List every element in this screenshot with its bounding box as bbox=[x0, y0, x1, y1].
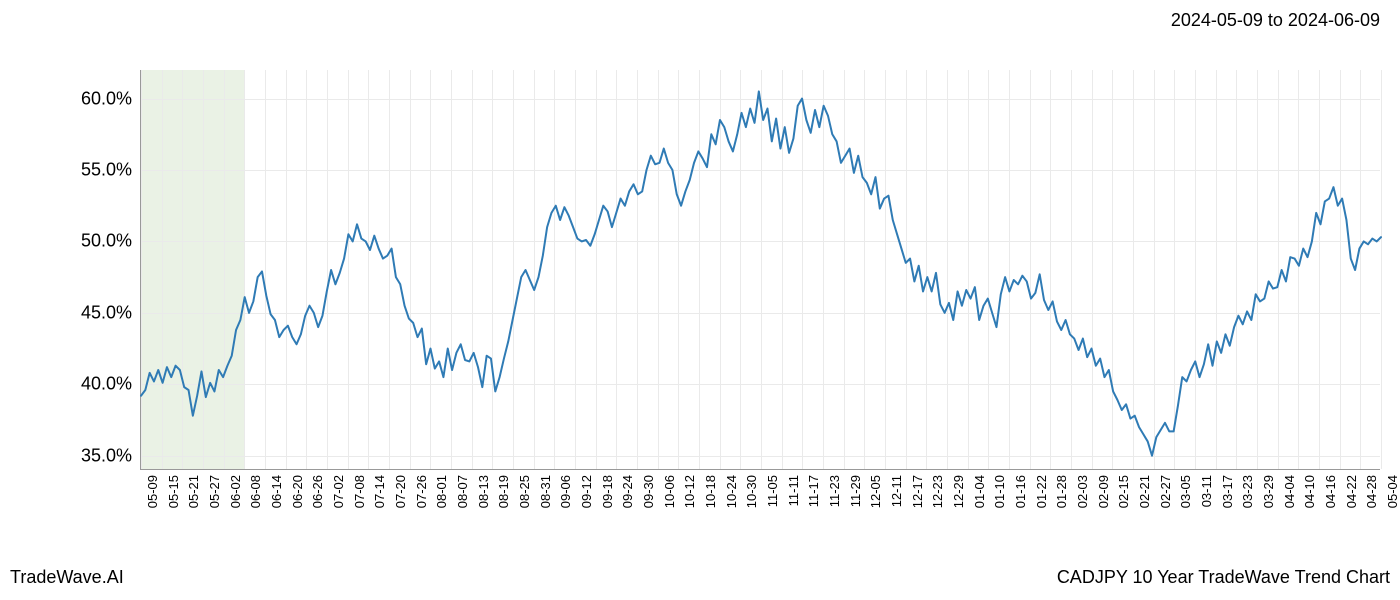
x-tick-label: 05-09 bbox=[145, 475, 160, 508]
x-tick-label: 07-20 bbox=[393, 475, 408, 508]
chart-title: CADJPY 10 Year TradeWave Trend Chart bbox=[1057, 567, 1390, 588]
brand-label: TradeWave.AI bbox=[10, 567, 124, 588]
x-tick-label: 10-24 bbox=[724, 475, 739, 508]
x-tick-label: 04-22 bbox=[1344, 475, 1359, 508]
x-tick-label: 09-18 bbox=[600, 475, 615, 508]
x-tick-label: 05-27 bbox=[207, 475, 222, 508]
x-tick-label: 11-11 bbox=[786, 475, 801, 506]
y-tick-label: 45.0% bbox=[12, 302, 132, 323]
x-tick-label: 03-05 bbox=[1178, 475, 1193, 508]
y-tick-label: 40.0% bbox=[12, 374, 132, 395]
x-tick-label: 08-01 bbox=[434, 475, 449, 508]
x-tick-label: 03-11 bbox=[1199, 475, 1214, 507]
x-tick-label: 08-19 bbox=[496, 475, 511, 508]
x-tick-label: 06-20 bbox=[290, 475, 305, 508]
x-tick-label: 09-24 bbox=[620, 475, 635, 508]
y-tick-label: 55.0% bbox=[12, 160, 132, 181]
x-tick-label: 01-22 bbox=[1034, 475, 1049, 508]
x-tick-label: 09-06 bbox=[558, 475, 573, 508]
x-tick-label: 12-17 bbox=[910, 475, 925, 508]
x-tick-label: 01-16 bbox=[1013, 475, 1028, 508]
x-tick-label: 08-25 bbox=[517, 475, 532, 508]
x-tick-label: 10-12 bbox=[682, 475, 697, 508]
chart-container: 35.0% 40.0% 45.0% 50.0% 55.0% 60.0% 05-09 05-15… bbox=[0, 50, 1400, 570]
x-tick-label: 08-07 bbox=[455, 475, 470, 508]
x-tick-label: 06-02 bbox=[228, 475, 243, 508]
grid-line-v bbox=[1381, 70, 1382, 469]
x-tick-label: 09-30 bbox=[641, 475, 656, 508]
y-tick-label: 50.0% bbox=[12, 231, 132, 252]
x-tick-label: 01-28 bbox=[1054, 475, 1069, 508]
x-tick-label: 10-06 bbox=[662, 475, 677, 508]
x-tick-label: 04-04 bbox=[1282, 475, 1297, 508]
x-tick-label: 04-10 bbox=[1302, 475, 1317, 508]
x-tick-label: 06-14 bbox=[269, 475, 284, 508]
date-range-label: 2024-05-09 to 2024-06-09 bbox=[1171, 10, 1380, 31]
x-tick-label: 05-15 bbox=[166, 475, 181, 508]
x-tick-label: 11-23 bbox=[827, 475, 842, 507]
x-tick-label: 05-04 bbox=[1385, 475, 1400, 508]
x-tick-label: 03-23 bbox=[1240, 475, 1255, 508]
x-tick-label: 03-17 bbox=[1220, 475, 1235, 508]
x-tick-label: 03-29 bbox=[1261, 475, 1276, 508]
x-tick-label: 12-11 bbox=[889, 475, 904, 507]
x-tick-label: 02-15 bbox=[1116, 475, 1131, 508]
x-tick-label: 10-30 bbox=[744, 475, 759, 508]
x-tick-label: 05-21 bbox=[186, 475, 201, 508]
x-tick-label: 01-10 bbox=[992, 475, 1007, 508]
x-tick-label: 10-18 bbox=[703, 475, 718, 508]
x-tick-label: 02-03 bbox=[1075, 475, 1090, 508]
x-tick-label: 01-04 bbox=[972, 475, 987, 508]
x-tick-label: 12-23 bbox=[930, 475, 945, 508]
x-tick-label: 07-14 bbox=[372, 475, 387, 508]
x-tick-label: 06-26 bbox=[310, 475, 325, 508]
x-tick-label: 08-13 bbox=[476, 475, 491, 508]
x-tick-label: 04-16 bbox=[1323, 475, 1338, 508]
x-tick-label: 07-08 bbox=[352, 475, 367, 508]
x-tick-label: 02-27 bbox=[1158, 475, 1173, 508]
x-tick-label: 12-05 bbox=[868, 475, 883, 508]
x-tick-label: 11-17 bbox=[806, 475, 821, 507]
plot-area bbox=[140, 70, 1380, 470]
y-tick-label: 60.0% bbox=[12, 88, 132, 109]
line-svg bbox=[141, 70, 1380, 469]
x-tick-label: 04-28 bbox=[1364, 475, 1379, 508]
x-tick-label: 07-02 bbox=[331, 475, 346, 508]
x-tick-label: 08-31 bbox=[538, 475, 553, 508]
x-tick-label: 07-26 bbox=[414, 475, 429, 508]
x-tick-label: 06-08 bbox=[248, 475, 263, 508]
x-tick-label: 12-29 bbox=[951, 475, 966, 508]
x-tick-label: 02-21 bbox=[1137, 475, 1152, 508]
x-tick-label: 02-09 bbox=[1096, 475, 1111, 508]
x-tick-label: 11-29 bbox=[848, 475, 863, 507]
series-line bbox=[141, 91, 1381, 455]
x-tick-label: 11-05 bbox=[765, 475, 780, 507]
y-tick-label: 35.0% bbox=[12, 445, 132, 466]
x-tick-label: 09-12 bbox=[579, 475, 594, 508]
